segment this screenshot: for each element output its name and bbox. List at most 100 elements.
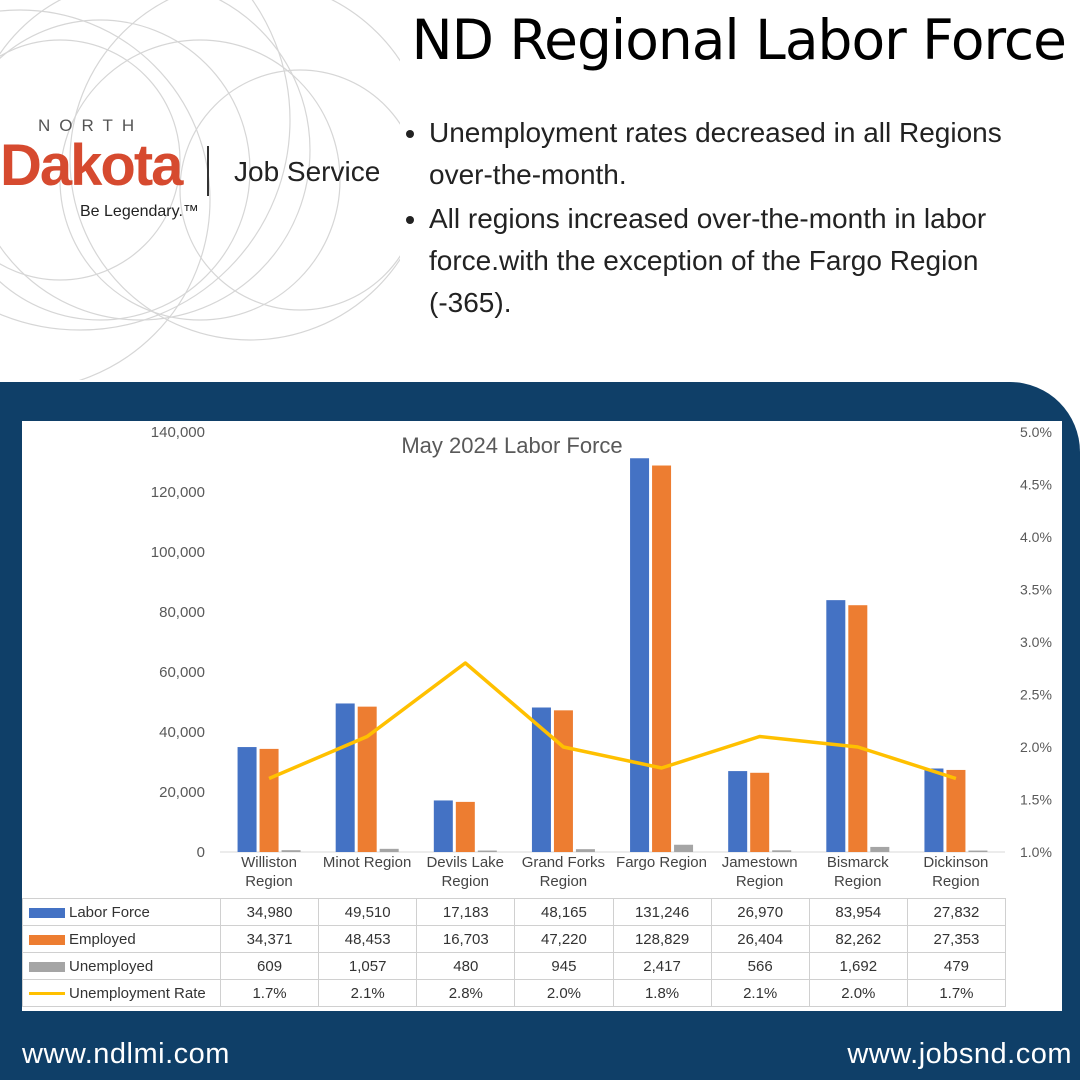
bar [281,850,301,852]
bar [848,605,868,852]
table-cell: 566 [710,952,810,980]
y-tick-label: 40,000 [159,724,205,741]
bar [455,801,475,852]
bar [335,703,355,852]
table-cell: 27,832 [906,898,1007,926]
bar [531,707,551,852]
x-tick-label: Fargo Region [616,854,707,871]
logo-tagline: Be Legendary.™ [80,203,199,220]
logo-rings [0,0,400,380]
bar [674,844,694,852]
table-cell: 1.7% [219,979,320,1007]
y2-tick-label: 5.0% [1020,424,1052,440]
table-row: Unemployment Rate 1.7% 2.1% 2.8% 2.0% 1.8% 2.1… [22,979,1007,1007]
y2-tick-label: 4.0% [1020,529,1052,545]
table-cell: 49,510 [318,898,418,926]
y-tick-label: 80,000 [159,604,205,621]
y-tick-label: 100,000 [151,544,205,561]
y2-tick-label: 3.5% [1020,582,1052,598]
bar [750,772,770,852]
bar [772,850,792,852]
table-cell: 2.1% [318,979,418,1007]
x-tick-label: Williston Region [241,854,297,890]
table-row: Labor Force 34,980 49,510 17,183 48,165 131,2… [22,898,1007,926]
y-tick-label: 120,000 [151,484,205,501]
table-cell: 1.8% [612,979,712,1007]
footer-left: www.ndlmi.com [22,1038,230,1070]
table-cell: 17,183 [416,898,516,926]
chart-title: May 2024 Labor Force [401,433,622,458]
table-cell: 1,692 [808,952,908,980]
logo-brand: Dakota [0,133,183,198]
legend-label: Unemployed [69,957,154,975]
bar [652,465,672,852]
legend-swatch [29,992,65,996]
y-tick-label: 140,000 [151,424,205,441]
y2-tick-label: 2.0% [1020,739,1052,755]
table-cell: 479 [906,952,1007,980]
bar [924,768,944,852]
table-cell: 1.7% [906,979,1007,1007]
table-cell: 83,954 [808,898,908,926]
y2-tick-label: 2.5% [1020,687,1052,703]
table-cell: 2.1% [710,979,810,1007]
y2-tick-label: 1.5% [1020,792,1052,808]
y-tick-label: 60,000 [159,664,205,681]
legend-label: Unemployment Rate [69,984,206,1002]
bar [946,769,966,852]
bar [630,458,650,852]
bar [259,748,279,852]
bullet-list: Unemployment rates decreased in all Regi… [405,112,1049,326]
bar [870,846,890,852]
bar [575,849,595,852]
bullet: All regions increased over-the-month in … [429,198,1049,324]
bar [826,600,846,852]
table-cell: 2,417 [612,952,712,980]
table-cell: 2.8% [416,979,516,1007]
table-cell: 48,165 [514,898,614,926]
y2-tick-label: 1.0% [1020,844,1052,860]
bar [433,800,453,852]
table-cell: 82,262 [808,925,908,953]
legend-label: Labor Force [69,903,150,921]
bar [477,850,497,852]
x-tick-label: Jamestown Region [721,854,798,890]
table-cell: 2.0% [514,979,614,1007]
y-tick-label: 20,000 [159,784,205,801]
x-tick-label: Minot Region [322,854,412,871]
row-header: Unemployed [22,952,221,980]
table-cell: 34,980 [219,898,320,926]
rate-line [268,661,957,781]
y2-tick-label: 4.5% [1020,477,1052,493]
logo-top: NORTH [38,116,144,135]
table-cell: 2.0% [808,979,908,1007]
table-cell: 480 [416,952,516,980]
y2-tick-label: 3.0% [1020,634,1052,650]
bar [357,706,377,852]
table-cell: 27,353 [906,925,1007,953]
bar [379,848,399,852]
table-cell: 48,453 [318,925,418,953]
table-cell: 131,246 [612,898,712,926]
table-cell: 1,057 [318,952,418,980]
legend-swatch [29,961,65,972]
x-tick-label: Dickinson Region [923,854,989,890]
table-cell: 26,970 [710,898,810,926]
x-tick-label: Grand Forks Region [521,854,606,890]
data-table: Labor Force 34,980 49,510 17,183 48,165 131,2… [22,898,1007,1007]
table-cell: 609 [219,952,320,980]
bar [968,850,988,852]
row-header: Employed [22,925,221,953]
bar [728,771,748,852]
table-cell: 16,703 [416,925,516,953]
legend-swatch [29,934,65,945]
y-tick-label: 0 [197,844,205,861]
logo-service: Job Service [234,156,381,187]
x-tick-label: Devils Lake Region [426,854,505,890]
bullet: Unemployment rates decreased in all Regi… [429,112,1049,196]
legend-label: Employed [69,930,136,948]
table-cell: 47,220 [514,925,614,953]
table-cell: 128,829 [612,925,712,953]
